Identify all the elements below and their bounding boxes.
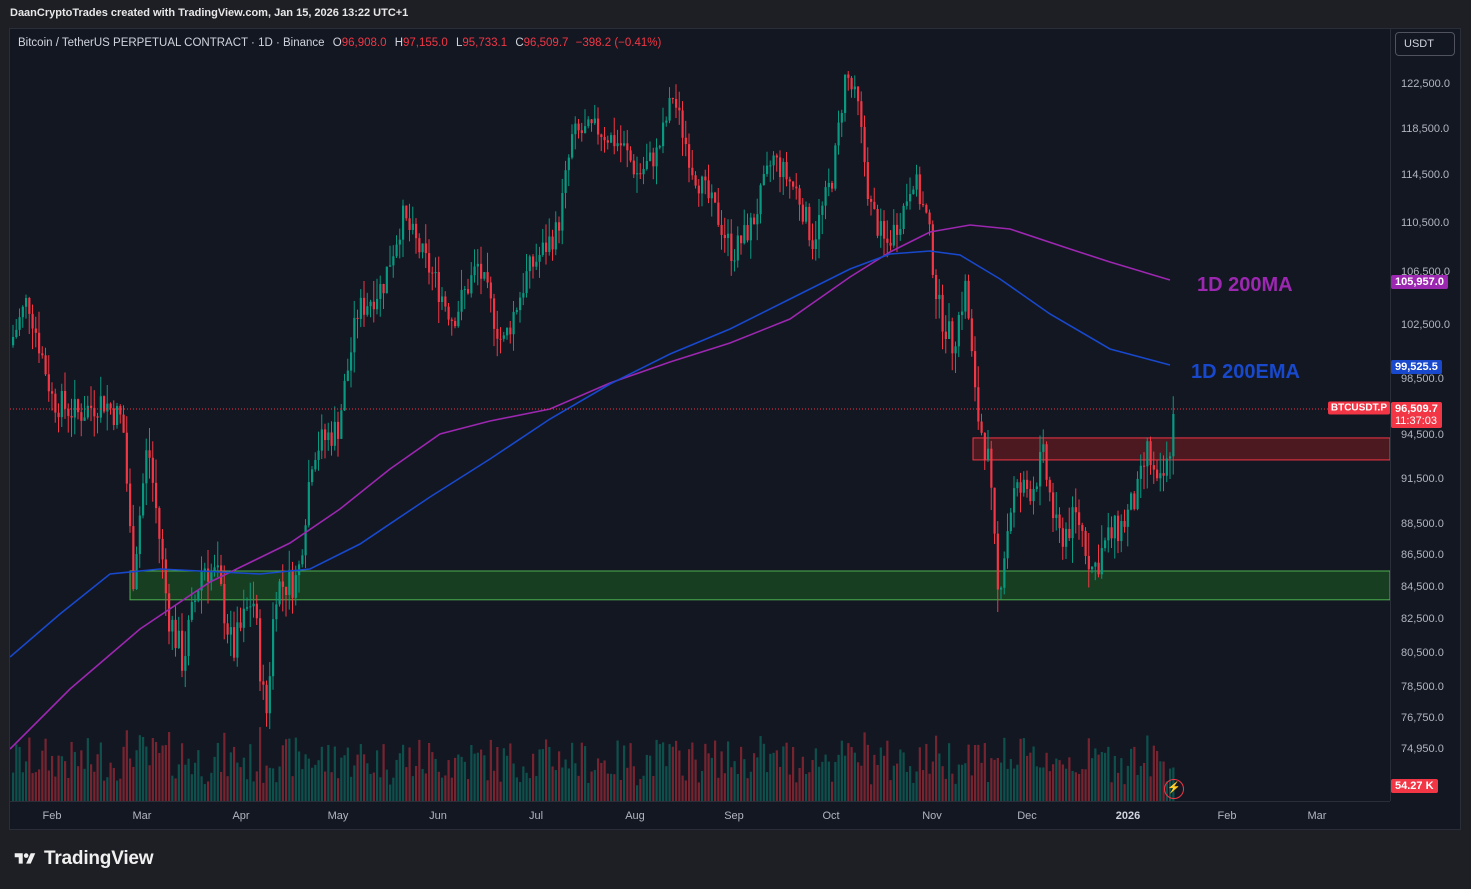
time-tick: Sep (724, 810, 744, 822)
time-tick: Aug (625, 810, 645, 822)
price-tick: 82,500.0 (1401, 613, 1444, 625)
volume-price-label: 54.27 K (1391, 779, 1438, 793)
price-tick: 78,500.0 (1401, 681, 1444, 693)
price-tick: 88,500.0 (1401, 518, 1444, 530)
price-tick: 91,500.0 (1401, 473, 1444, 485)
price-tick: 80,500.0 (1401, 647, 1444, 659)
chart-frame: Bitcoin / TetherUS PERPETUAL CONTRACT · … (9, 28, 1461, 830)
price-tick: 114,500.0 (1401, 169, 1450, 181)
symbol-tag: BTCUSDT.P (1327, 401, 1390, 415)
price-tick: 76,750.0 (1401, 712, 1444, 724)
price-tick: 98,500.0 (1401, 373, 1444, 385)
ma200-price-label: 105,957.0 (1391, 275, 1448, 289)
price-tick: 122,500.0 (1401, 78, 1450, 90)
time-tick: 2026 (1115, 810, 1141, 822)
attribution-text: DaanCryptoTrades created with TradingVie… (10, 7, 409, 19)
price-pane[interactable]: Bitcoin / TetherUS PERPETUAL CONTRACT · … (10, 29, 1390, 801)
open-value: 96,908.0 (341, 37, 387, 49)
price-tick: 84,500.0 (1401, 581, 1444, 593)
symbol-legend: Bitcoin / TetherUS PERPETUAL CONTRACT · … (18, 37, 662, 49)
currency-selector[interactable]: USDT (1395, 32, 1455, 56)
change-value: −398.2 (−0.41%) (575, 37, 662, 49)
time-tick: Feb (1217, 810, 1237, 822)
time-tick: Jun (429, 810, 447, 822)
time-tick: Mar (132, 810, 152, 822)
symbol-title: Bitcoin / TetherUS PERPETUAL CONTRACT · … (18, 37, 325, 49)
time-tick: Apr (232, 810, 250, 822)
price-tick: 74,950.0 (1401, 743, 1444, 755)
candlestick-chart[interactable] (10, 29, 1390, 801)
ema-annotation: 1D 200EMA (1191, 361, 1300, 383)
price-tick: 118,500.0 (1401, 123, 1450, 135)
time-tick: Mar (1307, 810, 1327, 822)
ema200-price-label: 99,525.5 (1391, 360, 1442, 374)
price-tick: 86,500.0 (1401, 549, 1444, 561)
tradingview-logo-icon (14, 853, 36, 864)
price-tick: 102,500.0 (1401, 319, 1450, 331)
resistance-zone (972, 437, 1390, 461)
last-price-label: 96,509.7 11:37:03 (1391, 402, 1442, 428)
high-value: 97,155.0 (403, 37, 448, 49)
price-axis[interactable]: USDT 122,500.0 118,500.0 114,500.0 110,500.… (1390, 29, 1461, 801)
top-bar: DaanCryptoTrades created with TradingVie… (0, 0, 1471, 26)
low-value: 95,733.1 (462, 37, 508, 49)
ema200-line (10, 250, 1171, 658)
close-value: 96,509.7 (523, 37, 569, 49)
price-tick: 94,500.0 (1401, 429, 1444, 441)
price-tick: 110,500.0 (1401, 217, 1450, 229)
ma-annotation: 1D 200MA (1197, 274, 1293, 296)
time-tick: Nov (922, 810, 942, 822)
time-tick: May (327, 810, 349, 822)
time-tick: Dec (1017, 810, 1037, 822)
support-zone (129, 570, 1390, 601)
lightning-icon[interactable]: ⚡ (1164, 779, 1184, 799)
time-axis[interactable]: Feb Mar Apr May Jun Jul Aug Sep Oct Nov Dec 2026 Feb… (10, 801, 1390, 829)
time-tick: Oct (822, 810, 840, 822)
time-tick: Jul (528, 810, 544, 822)
ma200-line (10, 224, 1171, 750)
brand-name: TradingView (44, 848, 154, 869)
tradingview-logo: TradingView (12, 848, 154, 870)
time-tick: Feb (42, 810, 62, 822)
